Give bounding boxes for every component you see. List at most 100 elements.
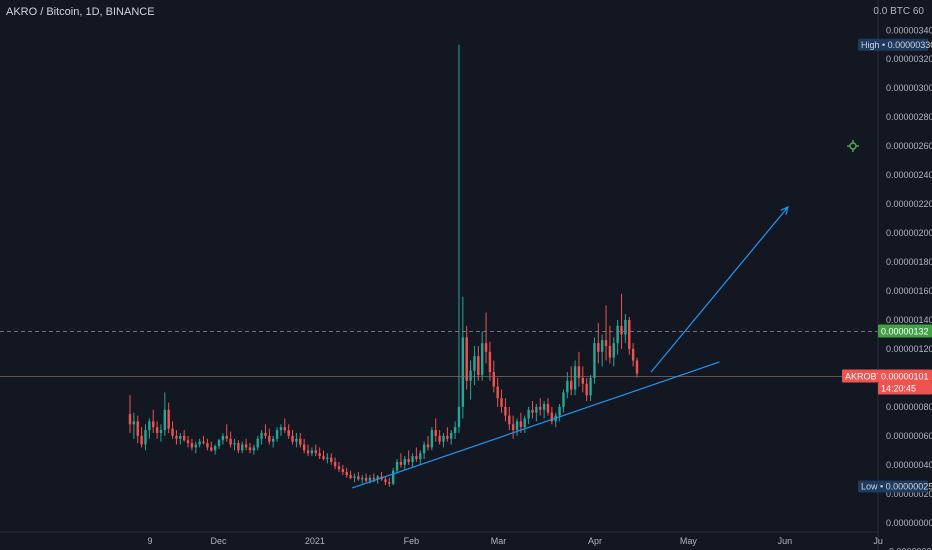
candle-body	[457, 406, 461, 428]
candle-body	[488, 351, 492, 373]
candle-body	[353, 476, 356, 478]
candle-body	[461, 337, 465, 407]
price-tick-label: 0.00000080	[886, 402, 932, 412]
candle-body	[531, 409, 534, 413]
candle-body	[155, 427, 159, 433]
candle	[380, 472, 383, 481]
candle	[291, 430, 294, 445]
candle	[229, 431, 232, 448]
candle	[504, 398, 507, 422]
candle-body	[550, 412, 554, 422]
candle	[299, 432, 302, 448]
crosshair-price-tag: 0.00000132	[878, 324, 932, 338]
candle	[554, 412, 557, 428]
crosshair-target-icon	[847, 140, 859, 152]
candle	[399, 453, 403, 468]
candle	[152, 409, 155, 433]
candle	[159, 424, 163, 442]
candle	[361, 474, 364, 484]
candle-body	[608, 346, 612, 358]
price-axis[interactable]: 0.00000340 0.00000320 0.00000300 0.00000280…	[842, 0, 932, 550]
candle-body	[430, 430, 434, 448]
time-tick-label: Dec	[210, 536, 227, 546]
candle-body	[361, 477, 364, 480]
candle	[511, 415, 515, 439]
candle-body	[268, 435, 271, 442]
candle	[562, 389, 565, 413]
candle	[182, 430, 186, 442]
time-axis[interactable]: 9 Dec 2021 Feb Mar Apr May Jun Ju	[0, 531, 883, 546]
candle-body	[585, 383, 588, 396]
candle	[608, 325, 612, 364]
candle	[484, 312, 488, 364]
candle-body	[407, 459, 410, 462]
time-tick-label: Ju	[873, 536, 883, 546]
candle-body	[229, 438, 232, 445]
candle	[384, 476, 387, 486]
candle-body	[233, 443, 236, 445]
candle	[422, 441, 426, 460]
candle-body	[562, 392, 565, 407]
candle-body	[570, 380, 573, 390]
candle-body	[182, 435, 186, 441]
candle-body	[322, 456, 325, 460]
candle-body	[504, 406, 507, 416]
candle-body	[314, 450, 317, 454]
candle-body	[179, 435, 182, 439]
support-trendline	[352, 361, 720, 489]
candle	[225, 424, 228, 442]
candle	[353, 473, 356, 483]
candle-body	[577, 366, 581, 378]
candle-body	[384, 479, 387, 483]
candle	[616, 319, 619, 355]
candle-body	[217, 440, 221, 446]
candle-body	[241, 444, 244, 451]
candle-body	[411, 456, 414, 462]
candle	[600, 334, 604, 367]
candle	[450, 430, 453, 445]
drawing-overlays	[0, 140, 878, 489]
candle-body	[318, 453, 321, 457]
candle-body	[600, 340, 604, 352]
candle-body	[558, 406, 561, 416]
candle-body	[388, 482, 391, 484]
time-tick-label: Jun	[778, 536, 793, 546]
candle-body	[337, 466, 341, 470]
candle	[279, 424, 283, 436]
candle-body	[152, 421, 155, 428]
candle	[542, 401, 546, 419]
candle-body	[612, 343, 615, 358]
symbol-tag: AKROBTC	[842, 369, 889, 383]
candle	[337, 461, 341, 473]
candle	[391, 467, 395, 486]
candle-body	[620, 325, 623, 335]
candle-body	[419, 453, 422, 460]
candle	[415, 447, 418, 462]
candle-body	[376, 476, 379, 480]
candle-body	[186, 440, 190, 444]
time-tick-label: 2021	[305, 536, 325, 546]
candle-body	[194, 444, 197, 448]
candle	[306, 444, 310, 457]
candle-body	[206, 443, 209, 448]
candle	[566, 372, 569, 399]
currency-label: 0.0 BTC 60	[873, 6, 924, 17]
candle	[407, 450, 410, 465]
candle-body	[473, 356, 476, 371]
candle	[531, 401, 534, 419]
candle	[585, 377, 588, 402]
candle-body	[136, 421, 139, 436]
candle	[535, 403, 538, 422]
candle	[256, 435, 259, 451]
candle	[628, 317, 631, 355]
candle-body	[477, 356, 480, 376]
candle-body	[511, 424, 515, 431]
candle-body	[453, 427, 457, 433]
candle-body	[523, 418, 526, 428]
price-tick-label: 0.00000180	[886, 257, 932, 267]
candle-body	[484, 343, 488, 352]
candle	[322, 450, 325, 461]
candle	[198, 438, 201, 448]
time-tick-label: Apr	[588, 536, 602, 546]
